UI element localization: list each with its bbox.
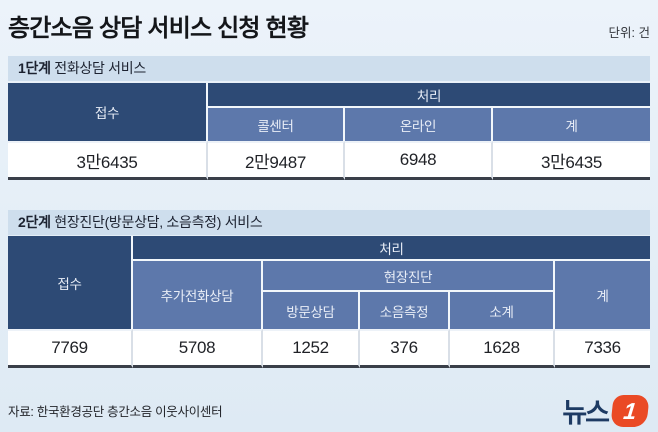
news1-logo-badge-icon: 1 [610,394,650,427]
section1-label-number: 1단계 [18,60,51,76]
stage2-extra-call-header: 추가전화상담 [133,261,263,329]
stage2-measure-value: 376 [360,329,450,368]
source-credit: 자료: 한국환경공단 층간소음 이웃사이센터 [8,405,223,419]
stage1-callcenter-header: 콜센터 [208,108,345,141]
section2-label-text: 현장진단(방문상담, 소음측정) 서비스 [50,214,263,230]
stage2-receipt-value: 7769 [8,329,133,368]
stage2-extra-call-value: 5708 [133,329,263,368]
stage1-total-header: 계 [493,108,651,141]
stage2-total-value: 7336 [555,329,651,368]
section2-label-number: 2단계 [18,214,51,230]
stage2-total-header: 계 [555,261,651,329]
stage2-table: 접수 처리 추가전화상담 현장진단 계 방문상담 소음측정 소계 7769 57… [8,236,651,368]
news1-logo: 뉴스 1 [562,391,650,430]
stage1-total-value: 3만6435 [493,141,651,180]
stage2-measure-header: 소음측정 [360,292,450,329]
news1-logo-text: 뉴스 [562,398,610,428]
stage1-receipt-value: 3만6435 [8,141,208,180]
stage1-online-header: 온라인 [345,108,493,141]
section1-label-text: 전화상담 서비스 [50,60,146,76]
stage1-callcenter-value: 2만9487 [208,141,345,180]
stage2-visit-header: 방문상담 [263,292,360,329]
stage2-subtotal-header: 소계 [450,292,555,329]
stage2-process-header: 처리 [133,236,651,261]
stage2-field-diagnosis-header: 현장진단 [263,261,555,292]
section1-label: 1단계 전화상담 서비스 [8,56,650,81]
stage1-table: 접수 처리 콜센터 온라인 계 3만6435 2만9487 6948 3만643… [8,83,651,180]
stage2-visit-value: 1252 [263,329,360,368]
page-title: 층간소음 상담 서비스 신청 현황 [8,15,309,42]
stage2-subtotal-value: 1628 [450,329,555,368]
unit-label: 단위: 건 [608,26,650,40]
stage1-process-header: 처리 [208,83,651,108]
stage1-receipt-header: 접수 [8,83,208,141]
news1-logo-number: 1 [622,397,638,423]
section2-label: 2단계 현장진단(방문상담, 소음측정) 서비스 [8,210,650,235]
stage1-online-value: 6948 [345,141,493,180]
stage2-receipt-header: 접수 [8,236,133,329]
